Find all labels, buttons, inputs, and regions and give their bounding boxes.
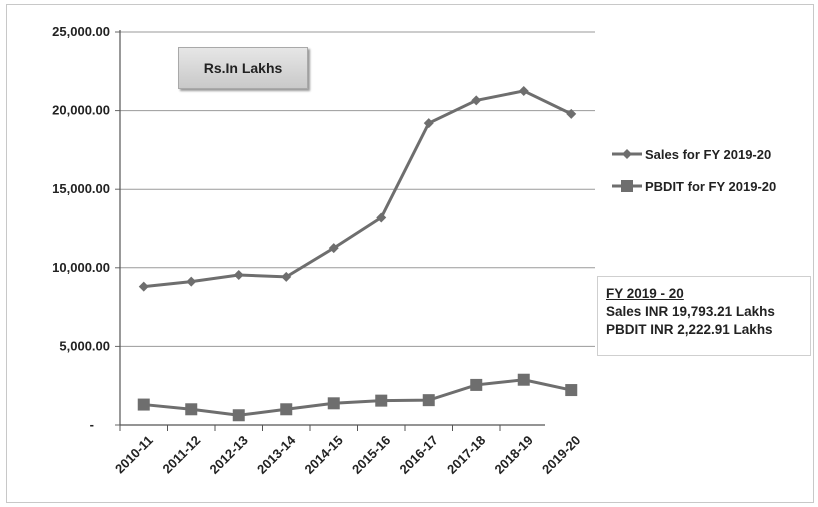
data-point <box>470 378 483 391</box>
legend-label: PBDIT for FY 2019-20 <box>645 179 776 194</box>
data-point <box>185 403 198 416</box>
data-point <box>517 373 530 386</box>
legend[interactable]: Sales for FY 2019-20 PBDIT for FY 2019-20 <box>612 147 776 194</box>
legend-label: Sales for FY 2019-20 <box>645 147 771 162</box>
axes <box>115 30 545 431</box>
x-tick-label: 2010-11 <box>112 433 156 477</box>
legend-swatch-marker <box>622 149 632 159</box>
legend-swatch-marker <box>621 180 633 192</box>
series-line <box>143 378 572 417</box>
data-point <box>566 108 577 119</box>
data-point <box>376 212 387 223</box>
fy-summary-box: FY 2019 - 20 Sales INR 19,793.21 Lakhs P… <box>597 276 811 356</box>
y-tick-label: 25,000.00 <box>52 24 110 39</box>
gridlines <box>120 31 595 347</box>
y-tick-label: 20,000.00 <box>52 103 110 118</box>
x-tick-label: 2019-20 <box>539 433 583 477</box>
x-tick-label: 2011-12 <box>160 433 204 477</box>
data-point <box>471 95 482 106</box>
x-tick-label: 2012-13 <box>207 433 251 477</box>
chart-frame <box>6 4 814 503</box>
data-point <box>422 394 435 407</box>
data-point <box>328 243 339 254</box>
x-tick-label: 2013-14 <box>254 432 299 477</box>
series-pbdit <box>137 373 578 422</box>
summary-heading: FY 2019 - 20 <box>606 286 684 301</box>
summary-sales: Sales INR 19,793.21 Lakhs <box>606 304 775 319</box>
x-tick-label: 2015-16 <box>349 433 393 477</box>
data-point <box>565 384 578 397</box>
data-point <box>280 403 293 416</box>
data-point <box>186 276 197 287</box>
data-point <box>327 397 340 410</box>
y-tick-label: 10,000.00 <box>52 260 110 275</box>
summary-pbdit: PBDIT INR 2,222.91 Lakhs <box>606 322 773 337</box>
y-tick-label: - <box>90 417 94 432</box>
data-point <box>423 118 434 129</box>
data-point <box>138 281 149 292</box>
data-point <box>375 394 388 407</box>
unit-label: Rs.In Lakhs <box>178 47 308 89</box>
x-tick-labels: 2010-11 2011-12 2012-13 2013-14 2014-15 2015-… <box>112 432 583 477</box>
y-tick-labels: 25,000.00 20,000.00 15,000.00 10,000.00 5,00… <box>52 24 110 432</box>
series-line <box>143 89 572 289</box>
x-tick-label: 2017-18 <box>444 433 488 477</box>
y-tick-label: 5,000.00 <box>59 338 110 353</box>
x-tick-label: 2018-19 <box>492 433 536 477</box>
series-sales <box>138 85 577 292</box>
data-point <box>232 409 245 422</box>
data-point <box>137 398 150 411</box>
x-tick-label: 2016-17 <box>397 433 441 477</box>
y-tick-label: 15,000.00 <box>52 181 110 196</box>
series-lines <box>137 85 578 422</box>
data-point <box>518 85 529 96</box>
x-tick-label: 2014-15 <box>302 433 346 477</box>
data-point <box>233 270 244 281</box>
data-point <box>281 271 292 282</box>
